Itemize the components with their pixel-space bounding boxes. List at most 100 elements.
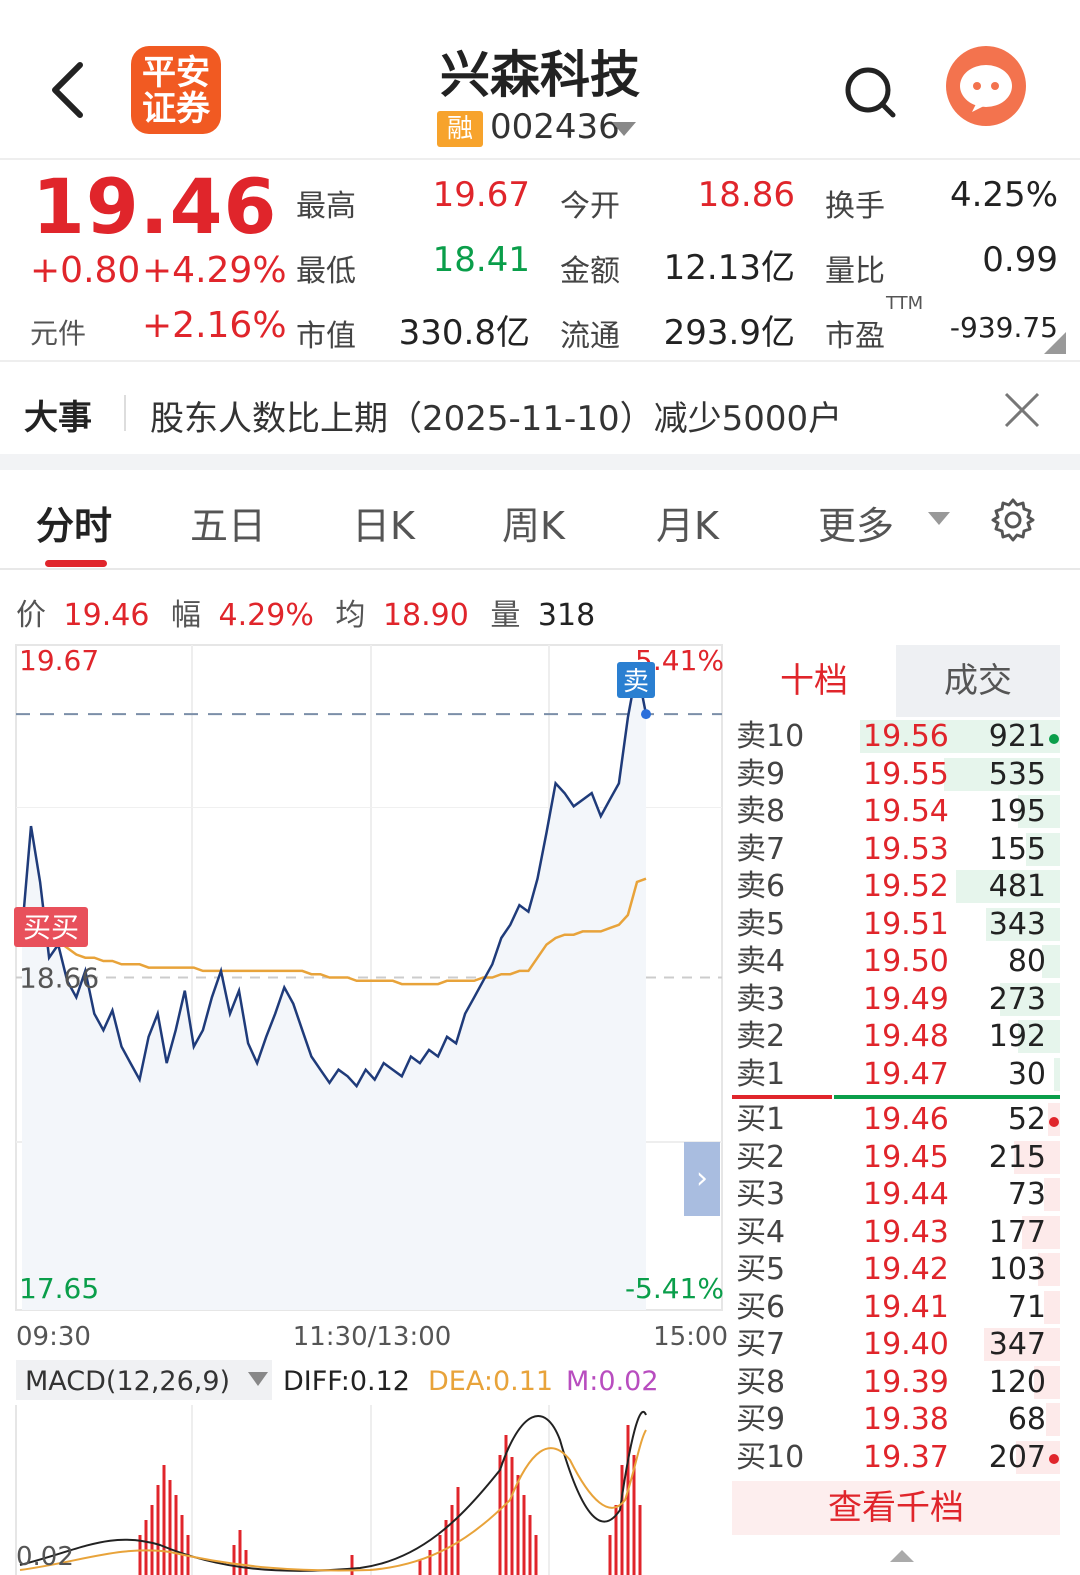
ask-row[interactable]: 卖3 19.49 273: [732, 981, 1060, 1018]
ask-row[interactable]: 卖6 19.52 481: [732, 868, 1060, 905]
ask-label: 卖1: [736, 1056, 786, 1092]
quote-value-volume-ratio: 0.99: [982, 240, 1058, 280]
assistant-avatar-icon[interactable]: [946, 46, 1026, 126]
ask-label: 卖8: [736, 794, 786, 829]
news-tag: 大事: [24, 398, 92, 438]
ask-row[interactable]: 卖5 19.51 343: [732, 906, 1060, 943]
tab-weekly-k[interactable]: 周K: [502, 504, 565, 548]
quote-label-amount: 金额: [560, 254, 620, 289]
ask-price: 19.54: [863, 794, 949, 829]
stock-name: 兴森科技: [440, 46, 640, 104]
macd-dea-line: [19, 1429, 647, 1572]
bid-row[interactable]: 买5 19.42 103: [732, 1251, 1060, 1288]
bid-price: 19.46: [863, 1102, 949, 1137]
ask-volume-bar: [944, 757, 1060, 791]
bid-row[interactable]: 买6 19.41 71: [732, 1289, 1060, 1326]
ask-vol: 30: [1007, 1056, 1046, 1092]
bid-vol: 120: [988, 1364, 1046, 1400]
expand-handle[interactable]: [684, 1142, 720, 1216]
search-icon[interactable]: [843, 65, 897, 119]
ask-vol: 481: [988, 869, 1046, 904]
tab-more[interactable]: 更多: [818, 504, 895, 548]
bid-volume-bar: [1014, 1140, 1060, 1174]
corner-expand-icon[interactable]: [1044, 332, 1066, 354]
bid-price: 19.41: [863, 1289, 949, 1325]
bid-row[interactable]: 买7 19.40 347: [732, 1326, 1060, 1363]
per-share-label: 元件: [30, 317, 87, 350]
avg-price-line: [20, 877, 647, 986]
status-dot-icon: [1049, 734, 1059, 744]
tab-daily-k[interactable]: 日K: [352, 504, 415, 548]
view-1000-levels-button[interactable]: 查看千档: [732, 1481, 1060, 1535]
ask-row[interactable]: 卖2 19.48 192: [732, 1018, 1060, 1055]
bid-row[interactable]: 买8 19.39 120: [732, 1364, 1060, 1401]
bid-row[interactable]: 买4 19.43 177: [732, 1214, 1060, 1251]
price-area: [22, 668, 646, 1310]
info-vol-label: 量: [490, 598, 521, 633]
broker-logo[interactable]: 平安 证券: [131, 46, 221, 134]
bid-row[interactable]: 买10 19.37 207: [732, 1439, 1060, 1476]
ask-label: 卖2: [736, 1019, 786, 1054]
ask-row[interactable]: 卖10 19.56 921: [732, 718, 1060, 755]
logo-line-1: 平安: [142, 53, 210, 93]
ask-row[interactable]: 卖1 19.47 30: [732, 1056, 1060, 1093]
x-tick-label: 09:30: [16, 1322, 91, 1352]
y-top-label: 19.67: [19, 644, 99, 677]
buy-marker-text: 买买: [23, 911, 79, 944]
ask-label: 卖4: [736, 944, 786, 979]
bid-price: 19.37: [863, 1439, 949, 1475]
news-text[interactable]: 股东人数比上期（2025-11-10）减少5000户: [150, 399, 843, 439]
current-price: 19.46: [32, 162, 278, 251]
bid-row[interactable]: 买3 19.44 73: [732, 1176, 1060, 1213]
tab-monthly-k[interactable]: 月K: [656, 504, 719, 548]
bid-label: 买4: [736, 1214, 786, 1250]
more-dropdown-icon[interactable]: [928, 512, 950, 525]
ask-row[interactable]: 卖4 19.50 80: [732, 943, 1060, 980]
bid-price: 19.42: [863, 1252, 949, 1287]
ask-volume-bar: [1000, 982, 1060, 1016]
info-price-label: 价: [16, 598, 46, 633]
bid-vol: 177: [988, 1214, 1046, 1250]
ask-label: 卖3: [736, 981, 786, 1017]
close-icon[interactable]: [1000, 388, 1044, 432]
gear-icon[interactable]: [990, 497, 1036, 543]
code-dropdown-icon[interactable]: [612, 122, 636, 136]
status-dot-icon: [1049, 1117, 1059, 1127]
ask-volume-bar: [1026, 832, 1060, 866]
macd-diff-line: [19, 1410, 647, 1572]
ask-label: 卖5: [736, 906, 786, 942]
last-price-dot: [641, 709, 651, 720]
info-avg: 18.90: [382, 598, 469, 633]
back-arrow-icon[interactable]: [40, 55, 100, 125]
bid-volume-bar: [1022, 1215, 1060, 1249]
info-avg-label: 均: [335, 598, 366, 633]
tab-trades[interactable]: 成交: [896, 645, 1060, 717]
bid-row[interactable]: 买2 19.45 215: [732, 1139, 1060, 1176]
macd-dropdown-icon[interactable]: [248, 1372, 268, 1386]
bid-label: 买10: [736, 1439, 805, 1475]
quote-value-amount: 12.13亿: [663, 248, 795, 288]
ask-vol: 273: [988, 981, 1046, 1017]
macd-selector[interactable]: [16, 1360, 272, 1400]
bid-label: 买9: [736, 1402, 786, 1437]
price-line: [20, 667, 648, 1089]
buy-marker-badge: [14, 907, 88, 947]
info-amp-label: 幅: [170, 598, 201, 633]
bid-row[interactable]: 买1 19.46 52: [732, 1101, 1060, 1138]
ask-row[interactable]: 卖7 19.53 155: [732, 831, 1060, 868]
ask-volume-bar: [1042, 945, 1060, 978]
tab-order-levels[interactable]: 十档: [732, 645, 896, 717]
ask-row[interactable]: 卖9 19.55 535: [732, 756, 1060, 793]
macd-diff: DIFF:0.12: [283, 1366, 410, 1397]
bid-row[interactable]: 买9 19.38 68: [732, 1401, 1060, 1438]
tab-five-day[interactable]: 五日: [190, 504, 267, 548]
quote-value-pe-ratio: -939.75: [949, 311, 1058, 344]
scroll-up-icon[interactable]: [890, 1550, 914, 1562]
stock-code[interactable]: 002436: [490, 107, 620, 147]
tab-intraday[interactable]: 分时: [36, 504, 113, 548]
ask-row[interactable]: 卖8 19.54 195: [732, 793, 1060, 830]
bid-label: 买5: [736, 1252, 786, 1287]
ask-volume-bar: [986, 907, 1060, 941]
section-gap: [0, 454, 1080, 470]
